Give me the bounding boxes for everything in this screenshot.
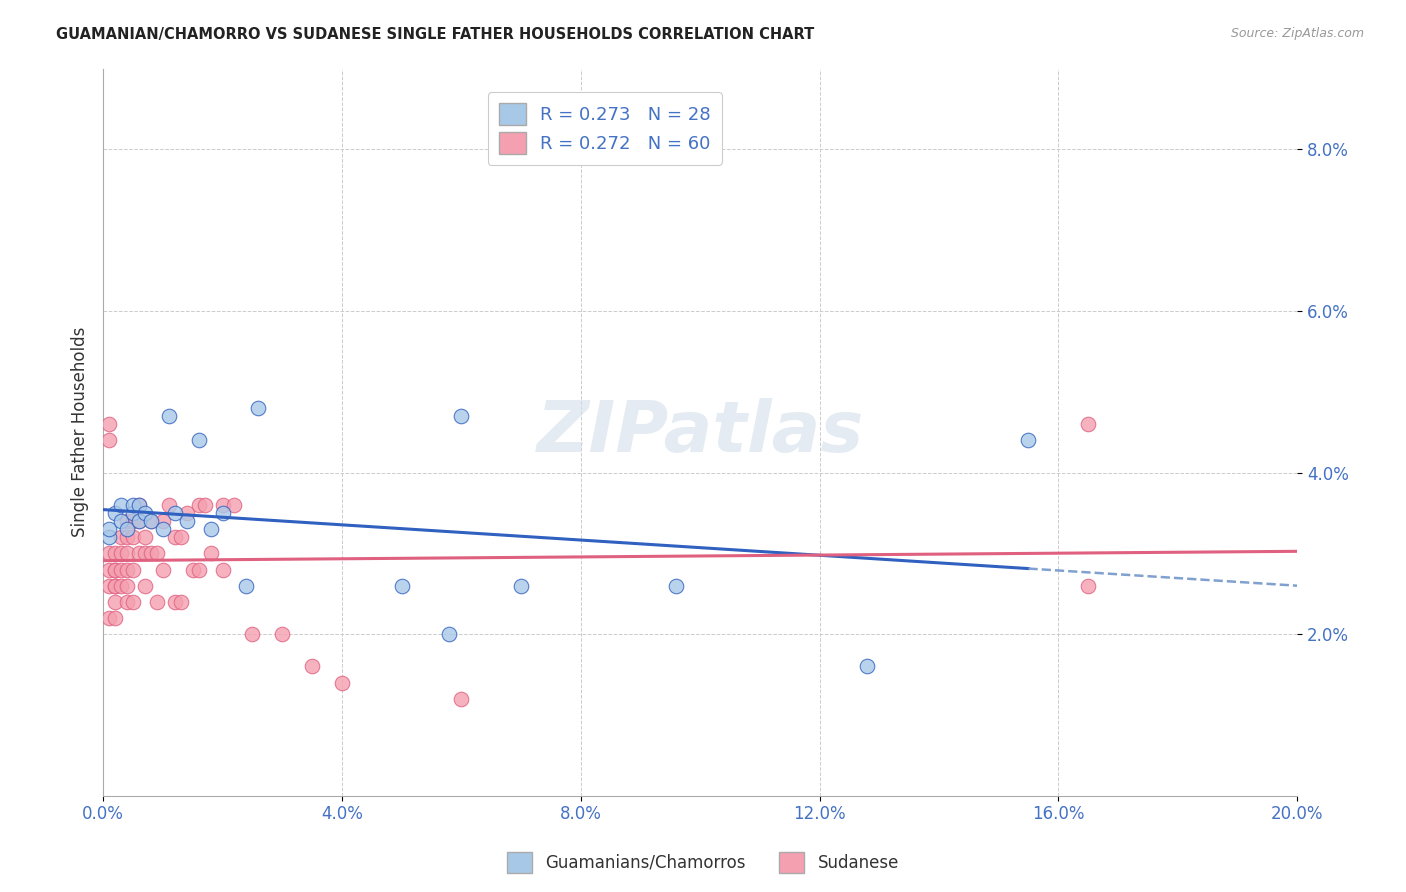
Point	[152, 562, 174, 576]
Point	[122, 498, 145, 512]
Point	[110, 579, 132, 593]
Point	[450, 691, 472, 706]
Point	[211, 562, 233, 576]
Point	[450, 409, 472, 423]
Point	[187, 562, 209, 576]
Legend: Guamanians/Chamorros, Sudanese: Guamanians/Chamorros, Sudanese	[501, 846, 905, 880]
Point	[128, 546, 150, 560]
Point	[134, 579, 156, 593]
Point	[170, 595, 193, 609]
Point	[115, 522, 138, 536]
Point	[104, 595, 127, 609]
Point	[152, 514, 174, 528]
Point	[194, 498, 217, 512]
Legend: R = 0.273   N = 28, R = 0.272   N = 60: R = 0.273 N = 28, R = 0.272 N = 60	[488, 92, 721, 165]
Point	[110, 546, 132, 560]
Point	[1017, 434, 1039, 448]
Point	[247, 401, 270, 415]
Point	[224, 498, 246, 512]
Point	[122, 514, 145, 528]
Point	[122, 506, 145, 520]
Text: Source: ZipAtlas.com: Source: ZipAtlas.com	[1230, 27, 1364, 40]
Point	[115, 579, 138, 593]
Point	[510, 579, 533, 593]
Point	[240, 627, 263, 641]
Point	[98, 530, 121, 544]
Point	[122, 562, 145, 576]
Point	[157, 498, 180, 512]
Point	[211, 498, 233, 512]
Point	[146, 546, 169, 560]
Point	[110, 530, 132, 544]
Point	[104, 546, 127, 560]
Point	[98, 417, 121, 431]
Point	[98, 434, 121, 448]
Point	[104, 579, 127, 593]
Point	[170, 530, 193, 544]
Point	[211, 506, 233, 520]
Point	[139, 514, 162, 528]
Point	[139, 514, 162, 528]
Point	[187, 498, 209, 512]
Point	[128, 498, 150, 512]
Point	[134, 506, 156, 520]
Point	[391, 579, 413, 593]
Point	[104, 579, 127, 593]
Point	[856, 659, 879, 673]
Point	[104, 506, 127, 520]
Point	[301, 659, 323, 673]
Y-axis label: Single Father Households: Single Father Households	[72, 327, 89, 537]
Point	[115, 562, 138, 576]
Point	[115, 530, 138, 544]
Text: GUAMANIAN/CHAMORRO VS SUDANESE SINGLE FATHER HOUSEHOLDS CORRELATION CHART: GUAMANIAN/CHAMORRO VS SUDANESE SINGLE FA…	[56, 27, 814, 42]
Point	[128, 498, 150, 512]
Point	[104, 562, 127, 576]
Point	[176, 506, 198, 520]
Point	[235, 579, 257, 593]
Point	[176, 514, 198, 528]
Point	[122, 530, 145, 544]
Text: ZIPatlas: ZIPatlas	[537, 398, 863, 467]
Point	[163, 595, 186, 609]
Point	[128, 514, 150, 528]
Point	[115, 514, 138, 528]
Point	[181, 562, 204, 576]
Point	[98, 611, 121, 625]
Point	[98, 562, 121, 576]
Point	[110, 498, 132, 512]
Point	[115, 546, 138, 560]
Point	[110, 562, 132, 576]
Point	[665, 579, 688, 593]
Point	[98, 546, 121, 560]
Point	[163, 530, 186, 544]
Point	[439, 627, 461, 641]
Point	[157, 409, 180, 423]
Point	[128, 514, 150, 528]
Point	[134, 546, 156, 560]
Point	[98, 522, 121, 536]
Point	[134, 530, 156, 544]
Point	[200, 522, 222, 536]
Point	[104, 611, 127, 625]
Point	[115, 595, 138, 609]
Point	[163, 506, 186, 520]
Point	[139, 546, 162, 560]
Point	[1077, 417, 1099, 431]
Point	[110, 514, 132, 528]
Point	[330, 675, 353, 690]
Point	[271, 627, 294, 641]
Point	[200, 546, 222, 560]
Point	[98, 579, 121, 593]
Point	[1077, 579, 1099, 593]
Point	[122, 595, 145, 609]
Point	[104, 562, 127, 576]
Point	[187, 434, 209, 448]
Point	[146, 595, 169, 609]
Point	[152, 522, 174, 536]
